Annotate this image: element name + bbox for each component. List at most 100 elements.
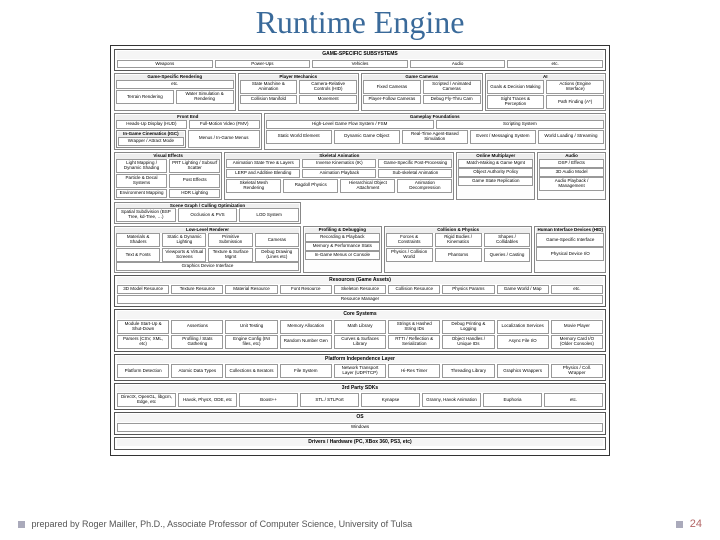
group-player-mech: Player Mechanics State Machine & Animati… [238,73,360,111]
cell-occlusion: Occlusion & PVS [178,208,238,222]
cell-local: Localization Services [497,320,549,334]
cell-lod: LOD System [239,208,299,222]
cell-resmgr: Resource Manager [117,295,603,304]
group-ai: AI Goals & Decision Making Actions (Engi… [485,73,607,111]
cell-lightmap: Light Mapping / Dynamic Shading [116,159,167,173]
cell-boost: Boost++ [239,393,298,407]
cell-granny: Granny, Havok Animation [422,393,481,407]
layer-game-specific: GAME-SPECIFIC SUBSYSTEMS Weapons Power-U… [114,49,606,71]
footer: prepared by Roger Mailler, Ph.D., Associ… [0,518,720,530]
cell-memstats: Memory & Performance Stats [305,242,380,251]
cell-filesys: File System [280,364,332,378]
cell-fixed-cam: Fixed Cameras [363,80,421,94]
resources-title: Resources (Game Assets) [117,277,603,285]
cell-lighting: Static & Dynamic Lighting [162,233,206,247]
cell-dsp: DSP / Effects [539,159,604,168]
bullet-icon [676,521,683,528]
cell-asyncio: Async File I/O [497,335,549,349]
cell-scripting: Scripting System [436,120,604,129]
group-cameras: Game Cameras Fixed Cameras Scripted / An… [361,73,483,111]
credit-text: prepared by Roger Mailler, Ph.D., Associ… [32,519,413,529]
cell-envmap: Environment Mapping [116,189,167,198]
cell-texture: Texture & Surface Mgmt [208,248,252,262]
group-profile: Profiling & Debugging Recording & Playba… [303,226,382,273]
group-lowrender: Low-Level Renderer Materials & Shaders S… [114,226,301,273]
cell-memcard: Memory Card I/O (Older Consoles) [551,335,603,349]
cell-profstats: Profiling / Stats Gathering [171,335,223,349]
cell-fmv: Full-Motion Video (FMV) [189,120,260,129]
cell-console: In-Game Menus or Console [305,251,380,260]
cell-sdketc: etc. [544,393,603,407]
hw-title: Drivers / Hardware (PC, XBox 360, PS3, e… [117,439,603,447]
footer-credit: prepared by Roger Mailler, Ph.D., Associ… [18,519,412,529]
cell-agent-sim: Real-Time Agent-Based Simulation [402,130,468,144]
cell-matres: Material Resource [225,285,277,294]
cell-dx: DirectX, OpenGL, libgcm, Edge, etc [117,393,176,407]
cell-debugprint: Debug Printing & Logging [442,320,494,334]
cell-dyn-obj: Dynamic Game Object [334,130,400,144]
cell-replication: Game State Replication [458,177,533,186]
cell-posteffects: Post Effects [169,174,220,188]
page-title: Runtime Engine [0,0,720,41]
cell-state-anim: State Machine & Animation [240,80,298,94]
cell-event: Event / Messaging System [470,130,536,144]
layer-platform: Platform Independence Layer Platform Det… [114,354,606,381]
cell-forces: Forces & Constraints [386,233,433,247]
cell-queries: Queries / Casting [484,248,531,262]
tab-weapons: Weapons [117,60,213,69]
layer-os: OS Windows [114,412,606,434]
bullet-icon [18,521,25,528]
cell-gfxwrap: Graphics Wrappers [497,364,549,378]
cell-gdi: Graphics Device Interface [116,262,299,271]
group-igc: In-Game Cinematics (IGC) Wrapper / Attra… [116,130,186,148]
cell-startup: Module Start-Up & Shut-Down [117,320,169,334]
layer-resources: Resources (Game Assets) 3D Model Resourc… [114,275,606,307]
cell-windows: Windows [117,423,603,432]
cell-worldmap: Game World / Map [497,285,549,294]
cell-particle: Particle & Decal Systems [116,174,167,188]
cell-engineconf: Engine Config (INI files, etc) [225,335,277,349]
tab-audio: Audio [410,60,506,69]
cell-curves: Curves & Surfaces Library [334,335,386,349]
cell-physparams: Physics Params [442,285,494,294]
cell-movement: Movement [299,95,357,104]
hid-title: Human Interface Devices (HID) [536,228,604,233]
group-collision: Collision & Physics Forces & Constraints… [384,226,533,273]
cell-memalloc: Memory Allocation [280,320,332,334]
cell-camera-hid: Camera-Relative Controls (HID) [299,80,357,94]
layer-hw: Drivers / Hardware (PC, XBox 360, PS3, e… [114,437,606,451]
layer-core: Core Systems Module Start-Up & Shut-Down… [114,309,606,351]
cell-euphoria: Euphoria [483,393,542,407]
cell-terrain: Terrain Rendering [116,90,174,104]
tab-etc: etc. [507,60,603,69]
cell-collres: Collision Resource [388,285,440,294]
cell-hud: Heads-Up Display (HUD) [116,120,187,129]
sdk-title: 3rd Party SDKs [117,385,603,393]
group-game-rendering: Game-Specific Rendering etc. Terrain Ren… [114,73,236,111]
cell-rng: Random Number Gen [280,335,332,349]
architecture-diagram: GAME-SPECIFIC SUBSYSTEMS Weapons Power-U… [110,45,610,456]
cell-nettrans: Network Transport Layer (UDP/TCP) [334,364,386,378]
group-audio: Audio DSP / Effects 3D Audio Model Audio… [537,152,606,200]
cell-skel-render: Skeletal Mesh Rendering [226,179,281,193]
cell-platdetect: Platform Detection [117,364,169,378]
cell-rtti: RTTI / Reflection & Serialization [388,335,440,349]
os-title: OS [117,414,603,422]
game-specific-title: GAME-SPECIFIC SUBSYSTEMS [117,51,603,59]
core-title: Core Systems [117,311,603,319]
cell-prt: PRT Lighting / Subsurf Scatter [169,159,220,173]
cell-skelres: Skeleton Resource [334,285,386,294]
cell-spatial: Spatial Subdivision (BSP Tree, kd-Tree, … [116,208,176,222]
cell-static-world: Static World Element [266,130,332,144]
cell-materials: Materials & Shaders [116,233,160,247]
cell-hirestimer: Hi-Res Timer [388,364,440,378]
cell-match: Match-Making & Game Mgmt [458,159,533,168]
cell-primitive: Primitive Submission [208,233,252,247]
platform-title: Platform Independence Layer [117,356,603,364]
cell-anim-decomp: Animation Decompression [397,179,452,193]
cell-anim-tree: Animation State Tree & Layers [226,159,300,168]
cell-ik: Inverse Kinematics (IK) [302,159,376,168]
cell-record: Recording & Playback [305,233,380,242]
cell-physio: Physical Device I/O [536,247,604,261]
cell-debugdraw: Debug Drawing (Lines etc) [255,248,299,262]
